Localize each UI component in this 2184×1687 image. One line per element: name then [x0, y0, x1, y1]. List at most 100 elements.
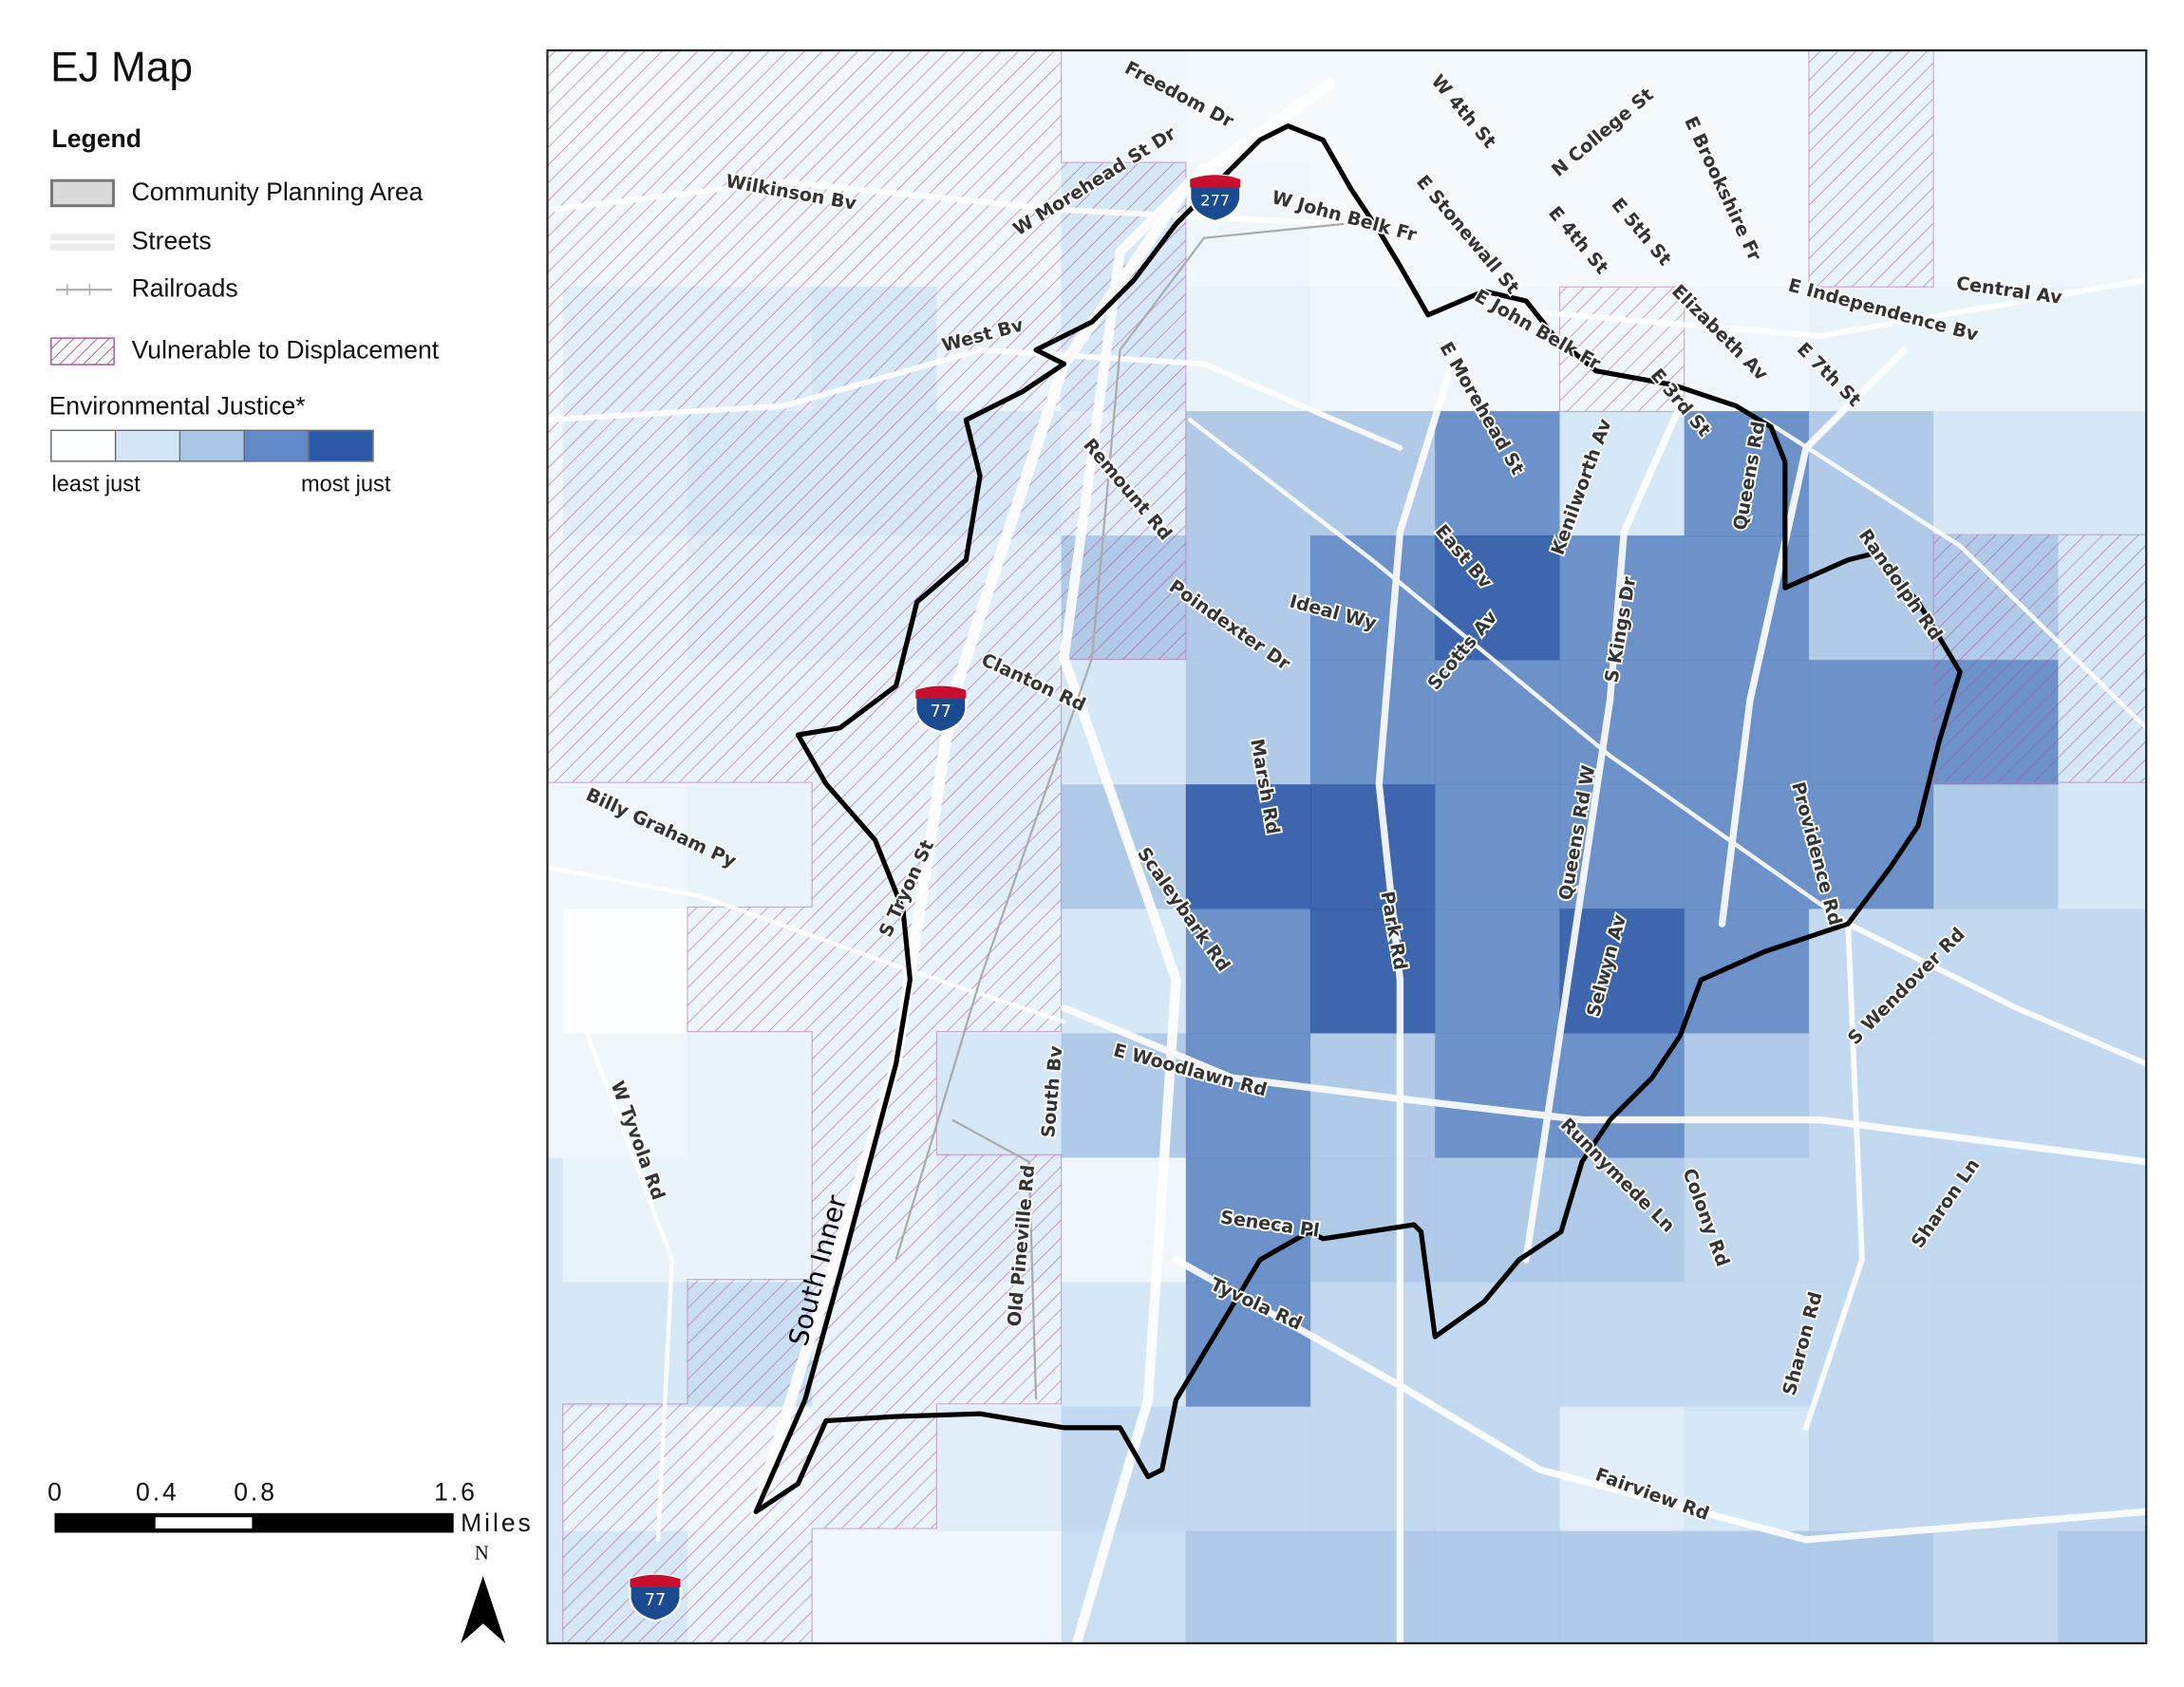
ej-cell	[1684, 909, 1810, 1035]
ej-cell	[812, 1530, 938, 1643]
ej-cell	[1684, 1282, 1810, 1408]
ej-cell	[562, 909, 688, 1035]
community-planning-area-boundary[interactable]	[753, 123, 1963, 1514]
ej-cell	[1933, 1406, 2060, 1532]
ej-cell	[1684, 286, 1810, 412]
map-title: EJ Map	[50, 45, 194, 91]
hatch-swatch	[50, 336, 115, 366]
ej-cell	[1559, 1530, 1685, 1643]
ej-cell	[1185, 1157, 1311, 1284]
legend-label: Community Planning Area	[131, 178, 424, 206]
hatch-ne	[1808, 50, 1934, 288]
ej-cell	[1310, 1406, 1436, 1532]
scale-tick: 0.8	[234, 1477, 277, 1507]
scale-unit: Miles	[461, 1509, 534, 1537]
ej-cell	[1310, 1530, 1436, 1643]
north-label: N	[474, 1544, 489, 1565]
ej-cell	[1310, 909, 1436, 1035]
ej-cell	[547, 161, 564, 288]
ej-cell	[1435, 784, 1561, 910]
ej-cell	[1684, 535, 1810, 661]
ej-cell	[1808, 286, 1934, 412]
ej-cell	[1933, 1157, 2060, 1284]
ej-cell	[1061, 660, 1187, 785]
railroad-icon	[55, 283, 112, 295]
ej-cell	[1808, 660, 1934, 785]
ej-cell	[1185, 286, 1311, 412]
ej-cell	[687, 1033, 813, 1159]
ej-cell	[1559, 1406, 1685, 1532]
ramp-class	[245, 431, 310, 461]
ej-cell	[2058, 1157, 2147, 1284]
scale-tick: 0	[47, 1477, 65, 1507]
ej-cell	[1684, 1157, 1810, 1284]
ej-cell	[1435, 1033, 1561, 1159]
legend-item-vulnerable: Vulnerable to Displacement	[50, 336, 439, 366]
ej-cell	[1808, 1406, 1934, 1532]
ej-cell	[562, 1157, 688, 1284]
interstate-shield-icon: 77	[914, 684, 968, 734]
ej-cell	[1808, 1530, 1934, 1643]
ej-cell	[1933, 161, 2060, 288]
ej-cell	[1185, 660, 1311, 785]
ej-cell	[547, 411, 564, 536]
ej-cell	[1435, 1530, 1561, 1643]
scale-tick: 1.6	[434, 1477, 478, 1507]
ej-cell	[2058, 161, 2147, 288]
ej-cell	[2058, 784, 2147, 910]
ej-cell	[547, 909, 564, 1035]
ej-cell	[547, 535, 564, 661]
ramp-class	[51, 431, 117, 461]
ej-cell	[1061, 1282, 1187, 1408]
ej-cell	[1684, 784, 1810, 910]
ej-cell	[1435, 50, 1561, 163]
map-border	[546, 48, 2148, 1645]
shield-number: 77	[645, 1591, 667, 1610]
ej-cell	[1185, 909, 1311, 1035]
ej-cell	[1435, 909, 1561, 1035]
ej-cell	[1933, 411, 2060, 536]
ej-cell	[1808, 1282, 1934, 1408]
ej-cell	[687, 1157, 813, 1284]
hatch-east	[1932, 534, 2147, 783]
ej-cell	[1435, 535, 1561, 661]
shield-number: 77	[931, 703, 952, 722]
ramp-most-label: most just	[300, 473, 391, 497]
ej-cell	[1185, 1530, 1311, 1643]
ej-cell	[1061, 784, 1187, 910]
ej-cell	[1061, 50, 1187, 163]
ramp-class	[180, 431, 246, 461]
ej-cell	[547, 1406, 564, 1532]
ej-legend-title: Environmental Justice*	[48, 391, 306, 421]
legend-label: Vulnerable to Displacement	[131, 335, 440, 365]
ej-cell	[1435, 660, 1561, 785]
ej-cell	[1559, 1033, 1685, 1159]
ej-cell	[1559, 1282, 1685, 1408]
ej-cell	[1808, 1157, 1934, 1284]
ej-cell	[1310, 660, 1436, 785]
ej-cell	[1933, 784, 2060, 910]
ej-cell	[1185, 1406, 1311, 1532]
ej-cell	[2058, 50, 2147, 163]
ej-cell	[1435, 1282, 1561, 1408]
street-swatch	[50, 233, 115, 251]
interstate-shield-icon: 77	[629, 1573, 682, 1622]
ej-cell	[547, 784, 564, 910]
ej-cell	[1559, 1157, 1685, 1284]
ej-cell	[1185, 535, 1311, 661]
scale-bar	[54, 1512, 454, 1533]
ej-cell	[2058, 1282, 2147, 1408]
ej-cell	[1435, 161, 1561, 288]
ej-cell	[936, 1406, 1063, 1532]
ej-cell	[1933, 909, 2060, 1035]
ej-cell	[1933, 1282, 2060, 1408]
ej-cell	[1185, 784, 1311, 910]
ej-cell	[1684, 1033, 1810, 1159]
ej-cell	[547, 660, 564, 785]
ej-cell	[1310, 1157, 1436, 1284]
ej-cell	[2058, 1033, 2147, 1159]
ej-cell	[547, 1033, 564, 1159]
scale-tick: 0.4	[136, 1477, 179, 1507]
legend-heading: Legend	[51, 124, 141, 153]
